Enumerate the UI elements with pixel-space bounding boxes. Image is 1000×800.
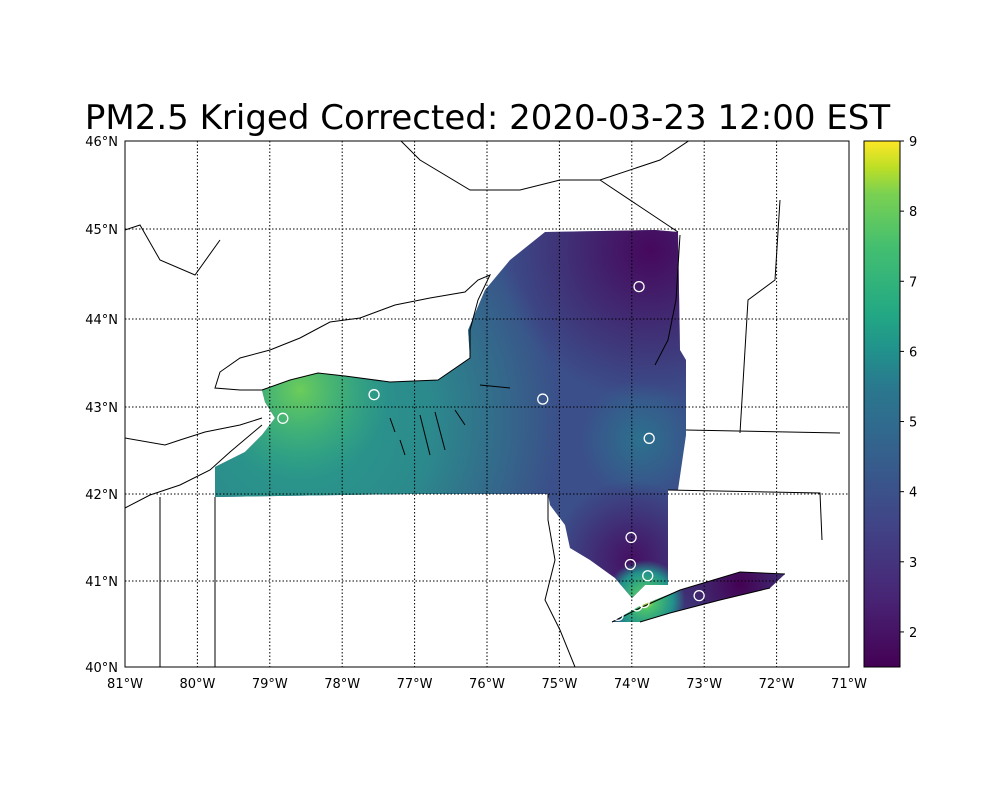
lon-tick-label: 75°W	[541, 677, 577, 692]
lake-champlain	[654, 234, 681, 366]
lon-tick-label: 80°W	[179, 677, 215, 692]
lat-tick-label: 45°N	[85, 223, 118, 238]
lon-tick-label: 78°W	[324, 677, 360, 692]
colorbar-tick-label: 6	[909, 345, 917, 360]
station-marker	[612, 609, 624, 622]
station-marker	[693, 589, 705, 602]
lon-tick-label: 77°W	[397, 677, 433, 692]
colorbar-tick-label: 9	[909, 135, 917, 150]
lon-tick-label: 76°W	[469, 677, 505, 692]
map-frame	[124, 140, 850, 668]
map-title: PM2.5 Kriged Corrected: 2020-03-23 12:00…	[84, 98, 891, 138]
colorbar-tick-label: 3	[909, 556, 917, 571]
station-marker	[624, 558, 637, 571]
lake-erie-outline	[125, 417, 263, 509]
station-marker	[537, 393, 549, 405]
coastlines-borders	[125, 141, 841, 667]
monitor-stations	[277, 280, 705, 622]
lat-tick-label: 46°N	[85, 135, 118, 150]
colorbar-tick-label: 2	[909, 626, 917, 641]
colorbar-gradient	[863, 140, 901, 668]
colorbar-tick-label: 7	[909, 275, 917, 290]
lon-tick-label: 81°W	[107, 677, 143, 692]
graticule	[125, 141, 849, 667]
station-marker	[368, 389, 380, 401]
colorbar-tick-label: 4	[909, 486, 917, 501]
lon-tick-label: 72°W	[759, 677, 795, 692]
colorbar: 2 3 4 5 6 7 8 9	[863, 135, 917, 668]
station-marker	[633, 280, 645, 293]
station-marker	[643, 432, 655, 444]
station-marker	[625, 531, 637, 544]
lake-ontario-outline	[214, 274, 492, 391]
lon-tick-label: 71°W	[831, 677, 867, 692]
long-island-coast	[611, 571, 786, 623]
colorbar-tick-label: 8	[909, 205, 917, 220]
finger-lakes	[389, 384, 511, 456]
lat-tick-label: 41°N	[85, 575, 118, 590]
lat-tick-label: 43°N	[85, 401, 118, 416]
lat-tick-label: 44°N	[85, 313, 118, 328]
lat-ticks: 40°N 41°N 42°N 43°N 44°N 45°N 46°N	[85, 135, 118, 676]
colorbar-tick-label: 5	[909, 416, 917, 431]
lat-tick-label: 40°N	[85, 661, 118, 676]
lon-ticks: 81°W 80°W 79°W 78°W 77°W 76°W 75°W 74°W 73°W 72°W…	[107, 677, 867, 692]
station-marker	[638, 596, 650, 609]
station-marker	[631, 600, 643, 612]
lon-tick-label: 74°W	[614, 677, 650, 692]
lon-tick-label: 79°W	[252, 677, 288, 692]
lat-tick-label: 42°N	[85, 488, 118, 503]
lon-tick-label: 73°W	[686, 677, 722, 692]
station-marker	[277, 412, 289, 424]
station-marker	[642, 570, 654, 582]
state-borders	[125, 141, 841, 667]
